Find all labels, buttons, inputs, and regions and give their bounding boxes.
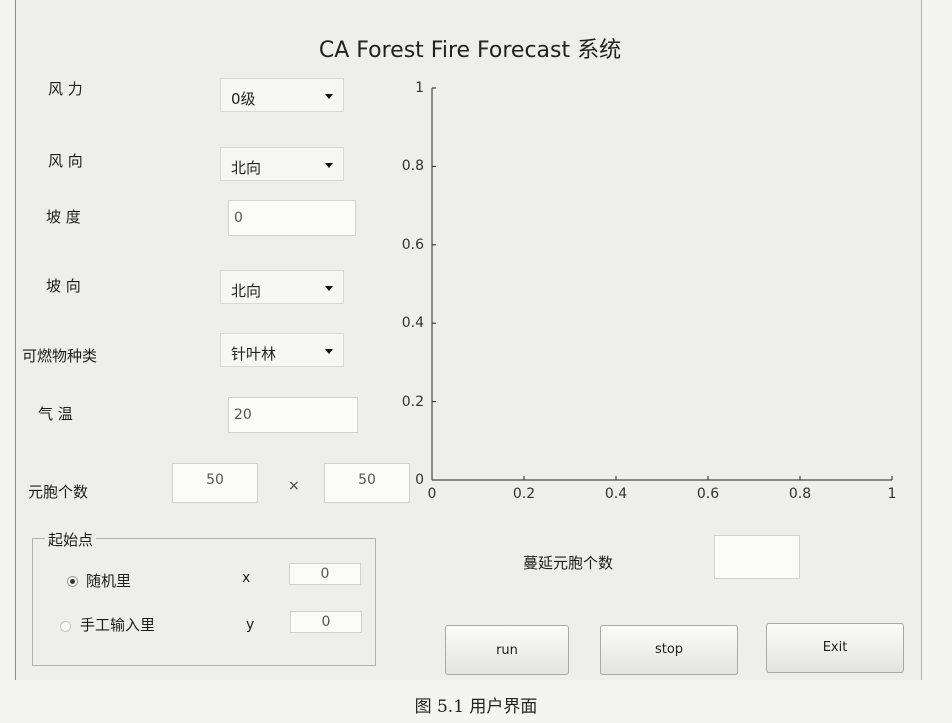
chevron-down-icon	[325, 163, 333, 168]
run-button[interactable]: run	[445, 625, 569, 675]
figure-caption: 图 5.1 用户界面	[414, 697, 538, 717]
x-tick-label: 1	[887, 486, 897, 502]
y-tick-label: 0.2	[401, 393, 424, 410]
y-tick-label: 0.8	[401, 158, 424, 175]
start-point-group: 起始点	[32, 529, 376, 666]
slope-input[interactable]: 0	[228, 200, 356, 236]
chevron-down-icon	[325, 286, 333, 291]
aspect-select[interactable]: 北向	[220, 270, 344, 304]
wind-force-select[interactable]: 0级	[220, 78, 344, 112]
cell-count-label: 元胞个数	[28, 483, 89, 501]
aspect-value: 北向	[231, 282, 262, 300]
cell-count-x-input[interactable]: 50	[172, 463, 258, 503]
spread-count-field	[714, 535, 800, 579]
start-point-title: 起始点	[45, 529, 97, 550]
temperature-label: 气 温	[38, 405, 73, 423]
start-y-input[interactable]: 0	[290, 611, 362, 633]
chevron-down-icon	[325, 94, 333, 99]
y-tick-label: 0.6	[401, 236, 424, 253]
wind-force-label: 风 力	[48, 80, 83, 98]
exit-button[interactable]: Exit	[766, 623, 904, 673]
fuel-type-label: 可燃物种类	[22, 347, 98, 365]
x-tick-label: 0	[427, 486, 437, 502]
y-tick-label: 1	[415, 80, 424, 96]
x-label: x	[242, 570, 251, 586]
wind-direction-label: 风 向	[48, 152, 83, 170]
y-tick-label: 0	[415, 472, 424, 488]
x-tick-label: 0.8	[788, 486, 812, 502]
slope-label: 坡 度	[46, 208, 81, 226]
chevron-down-icon	[325, 349, 333, 354]
y-tick-label: 0.4	[401, 315, 424, 332]
wind-direction-select[interactable]: 北向	[220, 147, 344, 181]
y-label: y	[246, 617, 255, 633]
random-radio[interactable]	[67, 576, 78, 587]
window-title: CA Forest Fire Forecast 系统	[318, 38, 622, 63]
manual-radio[interactable]	[60, 621, 71, 632]
radio-selected-dot	[70, 579, 75, 584]
temperature-input[interactable]: 20	[228, 397, 358, 433]
wind-direction-value: 北向	[231, 159, 262, 177]
random-radio-label: 随机里	[86, 572, 132, 590]
aspect-label: 坡 向	[46, 277, 81, 295]
x-tick-label: 0.2	[512, 486, 536, 502]
x-tick-label: 0.6	[696, 486, 720, 502]
cell-count-y-input[interactable]: 50	[324, 463, 410, 503]
wind-force-value: 0级	[231, 90, 256, 108]
manual-radio-label: 手工输入里	[80, 616, 156, 634]
multiply-sign: ×	[288, 478, 300, 494]
fuel-type-select[interactable]: 针叶林	[220, 333, 344, 367]
start-x-input[interactable]: 0	[289, 563, 361, 585]
fuel-type-value: 针叶林	[231, 345, 277, 363]
stop-button[interactable]: stop	[600, 625, 738, 675]
x-tick-label: 0.4	[604, 486, 628, 502]
spread-count-label: 蔓延元胞个数	[523, 554, 614, 572]
